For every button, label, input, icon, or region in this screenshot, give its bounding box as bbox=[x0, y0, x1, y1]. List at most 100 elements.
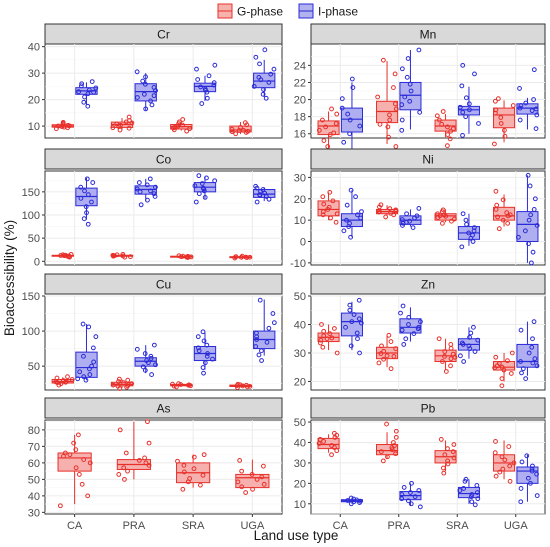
data-point bbox=[196, 191, 202, 197]
y-tick-label: 70 bbox=[28, 441, 40, 453]
data-point bbox=[475, 496, 481, 502]
data-point bbox=[151, 85, 157, 90]
data-point bbox=[528, 260, 534, 266]
data-point bbox=[377, 209, 382, 214]
x-tick-label: SRA bbox=[446, 520, 469, 532]
data-point bbox=[448, 363, 453, 369]
data-point bbox=[388, 210, 394, 216]
data-point bbox=[319, 322, 324, 327]
data-point bbox=[318, 340, 323, 346]
data-point bbox=[142, 367, 148, 373]
series-g-phase-ni bbox=[317, 188, 516, 232]
data-point bbox=[502, 457, 508, 463]
data-point bbox=[341, 228, 347, 234]
data-point bbox=[348, 234, 353, 240]
data-point bbox=[192, 183, 198, 189]
data-point bbox=[58, 253, 64, 258]
data-point bbox=[358, 215, 364, 221]
data-point bbox=[191, 466, 197, 472]
box-g-phase-sra bbox=[434, 207, 457, 226]
data-point bbox=[91, 359, 97, 365]
data-point bbox=[210, 356, 215, 362]
data-point bbox=[178, 254, 184, 260]
box-g-phase-ca bbox=[316, 430, 340, 458]
y-tick-label: 150 bbox=[22, 291, 40, 303]
data-point bbox=[148, 356, 154, 361]
y-tick-label: 0 bbox=[34, 256, 40, 268]
data-point bbox=[331, 130, 337, 136]
data-point bbox=[442, 452, 448, 458]
data-point bbox=[451, 442, 457, 447]
data-point bbox=[321, 333, 327, 339]
data-point bbox=[511, 460, 517, 466]
data-point bbox=[436, 117, 442, 123]
data-point bbox=[146, 462, 152, 468]
data-point bbox=[204, 175, 209, 181]
panel-as: As 30 40 50 60 70 80 CA PRA SRA UGA bbox=[28, 397, 283, 532]
data-point bbox=[529, 108, 535, 114]
data-point bbox=[375, 94, 381, 100]
series-g-phase-pb bbox=[316, 421, 517, 484]
data-point bbox=[434, 113, 440, 119]
data-point bbox=[261, 87, 266, 92]
data-point bbox=[527, 183, 533, 189]
box-i-phase-ca bbox=[339, 76, 363, 167]
box-g-phase-uga bbox=[235, 458, 270, 495]
box-g-phase-ca bbox=[51, 119, 74, 132]
series-g-phase-co bbox=[51, 251, 253, 261]
data-point bbox=[519, 370, 524, 376]
box-g-phase-sra bbox=[175, 452, 211, 492]
data-point bbox=[89, 199, 94, 205]
data-point bbox=[54, 375, 60, 381]
data-point bbox=[82, 94, 87, 100]
data-point bbox=[460, 342, 466, 347]
box-i-phase-ca bbox=[340, 297, 364, 356]
data-point bbox=[457, 353, 463, 359]
data-point bbox=[251, 83, 257, 89]
data-point bbox=[148, 98, 153, 104]
data-point bbox=[81, 353, 86, 359]
data-point bbox=[387, 112, 392, 118]
data-point bbox=[492, 98, 498, 104]
data-point bbox=[530, 360, 536, 366]
data-point bbox=[359, 209, 364, 214]
data-point bbox=[401, 342, 407, 347]
box-g-phase-sra bbox=[434, 437, 457, 476]
data-point bbox=[266, 79, 272, 85]
data-point bbox=[533, 126, 539, 132]
data-point bbox=[149, 102, 155, 108]
panel-title-cr: Cr bbox=[157, 28, 170, 42]
data-point bbox=[229, 129, 235, 135]
box-i-phase-ca bbox=[340, 495, 363, 507]
panel-zn: Zn 20 30 40 50 bbox=[294, 273, 546, 391]
box-i-phase-ca bbox=[75, 321, 99, 383]
data-point bbox=[491, 141, 497, 147]
y-tick-label: 10 bbox=[28, 121, 40, 133]
data-point bbox=[498, 115, 504, 120]
data-point bbox=[145, 197, 150, 203]
y-tick-label: 20 bbox=[28, 95, 40, 107]
box-i-phase-sra bbox=[457, 476, 481, 508]
data-point bbox=[354, 330, 360, 336]
data-point bbox=[381, 348, 387, 354]
data-point bbox=[327, 331, 333, 337]
data-point bbox=[153, 184, 158, 190]
box-g-phase-pra bbox=[376, 421, 399, 464]
data-point bbox=[120, 253, 126, 259]
data-point bbox=[249, 472, 255, 477]
data-point bbox=[493, 354, 499, 360]
data-point bbox=[499, 364, 505, 370]
data-point bbox=[121, 465, 127, 471]
y-tick-label: 30 bbox=[294, 172, 306, 184]
data-point bbox=[257, 193, 263, 198]
data-point bbox=[447, 136, 453, 142]
data-point bbox=[114, 121, 120, 127]
data-point bbox=[212, 178, 218, 184]
data-point bbox=[440, 207, 446, 213]
data-point bbox=[121, 380, 126, 386]
data-point bbox=[200, 329, 206, 335]
data-point bbox=[466, 101, 472, 107]
y-tick-label: 80 bbox=[28, 425, 40, 437]
data-point bbox=[467, 346, 473, 352]
y-tick-label: 20 bbox=[294, 478, 306, 490]
